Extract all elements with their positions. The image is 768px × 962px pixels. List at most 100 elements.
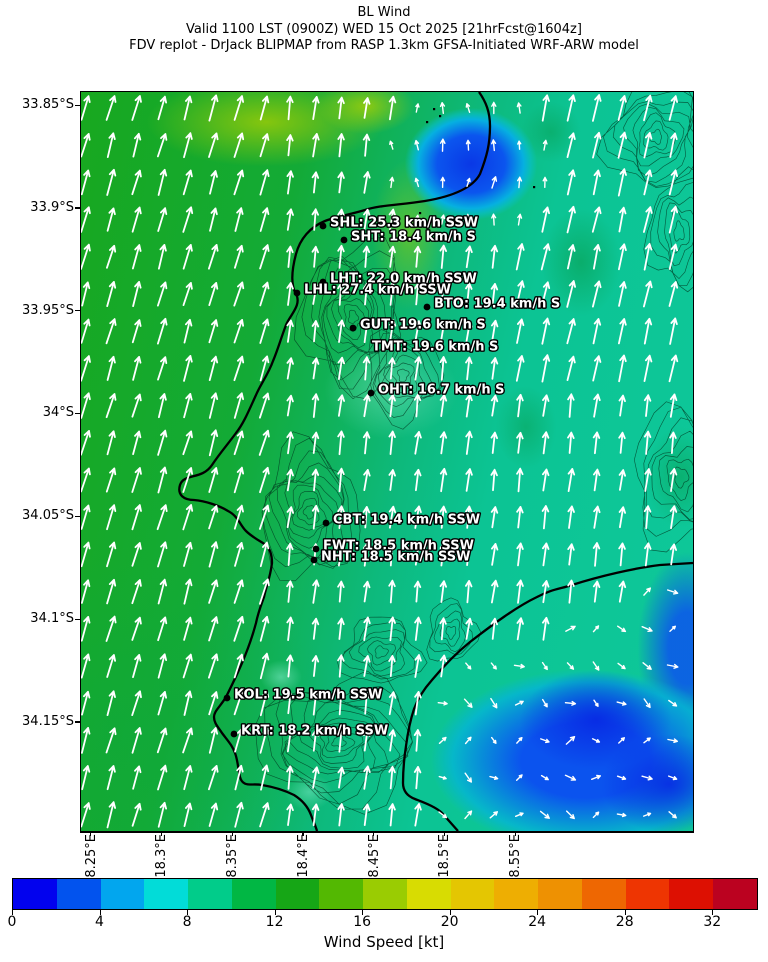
colorbar-tick-mark [537,910,539,915]
colorbar-tick-label: 28 [615,914,634,930]
station-label-gut: GUT: 19.6 km/h S [360,318,486,333]
colorbar-segment [581,879,626,909]
colorbar-tick-mark [362,910,364,915]
x-tick-mark [443,831,445,836]
y-tick-mark [75,104,80,106]
x-tick-mark [514,831,516,836]
station-dot-shl [319,222,327,230]
station-dot-oht [367,389,375,397]
map-plot-area: SHL: 25.3 km/h SSW SHT: 18.4 km/h S LHT: 2… [80,91,694,833]
colorbar-segment [363,879,407,909]
map-speck [419,212,422,215]
station-label-oht: OHT: 16.7 km/h S [378,383,505,398]
station-dot-kol [223,694,231,702]
colorbar-segment [231,879,276,909]
colorbar-tick-mark [99,910,101,915]
colorbar-tick-mark [624,910,626,915]
colorbar-segment [625,879,670,909]
chart-title-line-3: FDV replot - DrJack BLIPMAP from RASP 1.… [129,38,639,53]
station-dot-sht [340,236,348,244]
colorbar-tick-mark [12,910,14,915]
station-dot-gut [349,324,357,332]
colorbar-tick-mark [274,910,276,915]
x-tick-mark [231,831,233,836]
colorbar-segment [319,879,364,909]
map-speck [426,121,429,124]
station-label-cbt: CBT: 19.4 km/h SSW [333,513,480,528]
y-tick-label: 33.95°S [22,302,74,318]
station-dot-lhl [293,289,301,297]
colorbar-tick-label: 4 [95,914,104,930]
colorbar-tick-label: 12 [265,914,284,930]
y-tick-label: 34.15°S [22,713,74,729]
chart-title-block: BL Wind Valid 1100 LST (0900Z) WED 15 Oc… [0,5,768,55]
wind-speed-field [81,92,693,831]
colorbar-segment [538,879,582,909]
y-tick-mark [75,412,80,415]
colorbar-segment [669,879,714,909]
chart-title-line-2: Valid 1100 LST (0900Z) WED 15 Oct 2025 [… [186,21,582,37]
colorbar-tick-label: 16 [353,914,372,930]
colorbar-segment [100,879,145,909]
station-label-bto: BTO: 19.4 km/h S [434,297,560,312]
station-label-tmt: TMT: 19.6 km/h S [372,340,498,355]
station-dot-lht [319,278,327,286]
y-tick-mark [75,515,80,517]
y-tick-label: 33.85°S [22,97,74,112]
terrain-contours [255,92,693,815]
wind-arrows [81,94,679,829]
y-tick-label: 34°S [42,405,74,421]
y-tick-label: 34.05°S [22,508,74,524]
x-tick-mark [373,831,375,836]
map-speck [461,297,464,300]
colorbar-tick-mark [712,910,714,915]
colorbar-segment [275,879,320,909]
station-dot-nht [310,556,318,564]
station-label-krt: KRT: 18.2 km/h SSW [241,724,388,739]
colorbar-segment [144,879,189,909]
y-tick-mark [75,618,80,620]
station-label-lhl: LHL: 27.4 km/h SSW [304,283,451,298]
map-speck [439,115,442,118]
colorbar-segment [713,879,758,909]
station-dot-cbt [322,519,330,527]
chart-title-line-1: BL Wind [357,5,411,20]
map-speck [433,108,436,111]
colorbar-tick-mark [187,910,189,915]
station-label-shl: SHL: 25.3 km/h SSW [330,216,478,231]
y-tick-mark [75,721,80,723]
colorbar-segment [494,879,539,909]
coastline-path [401,561,693,831]
station-label-kol: KOL: 19.5 km/h SSW [234,688,382,703]
colorbar-segment [13,879,57,909]
colorbar-segment [188,879,232,909]
station-dot-bto [423,303,431,311]
colorbar-tick-label: 20 [440,914,459,930]
map-speck [533,186,536,189]
colorbar-tick-mark [449,910,451,915]
colorbar [12,878,758,910]
station-dot-krt [230,730,238,738]
colorbar-tick-label: 32 [703,914,722,930]
y-tick-mark [75,207,80,209]
x-tick-mark [302,831,304,836]
station-label-sht: SHT: 18.4 km/h S [351,230,476,245]
colorbar-segment [406,879,451,909]
colorbar-tick-label: 8 [182,914,192,930]
station-dot-fwt [312,545,320,553]
colorbar-tick-label: 0 [7,914,17,930]
colorbar-axis-label: Wind Speed [kt] [323,933,445,951]
colorbar-segment [56,879,101,909]
y-tick-label: 34.1°S [30,611,74,627]
x-tick-mark [160,831,163,836]
coastline-path [178,92,492,831]
x-tick-mark [90,831,92,836]
station-label-nht: NHT: 18.5 km/h SSW [321,550,470,565]
y-tick-label: 33.9°S [30,199,74,215]
wind-arrows-light [389,101,679,820]
colorbar-tick-label: 24 [528,914,547,930]
y-tick-mark [75,310,80,312]
station-label-fwt: FWT: 18.5 km/h SSW [323,539,474,554]
